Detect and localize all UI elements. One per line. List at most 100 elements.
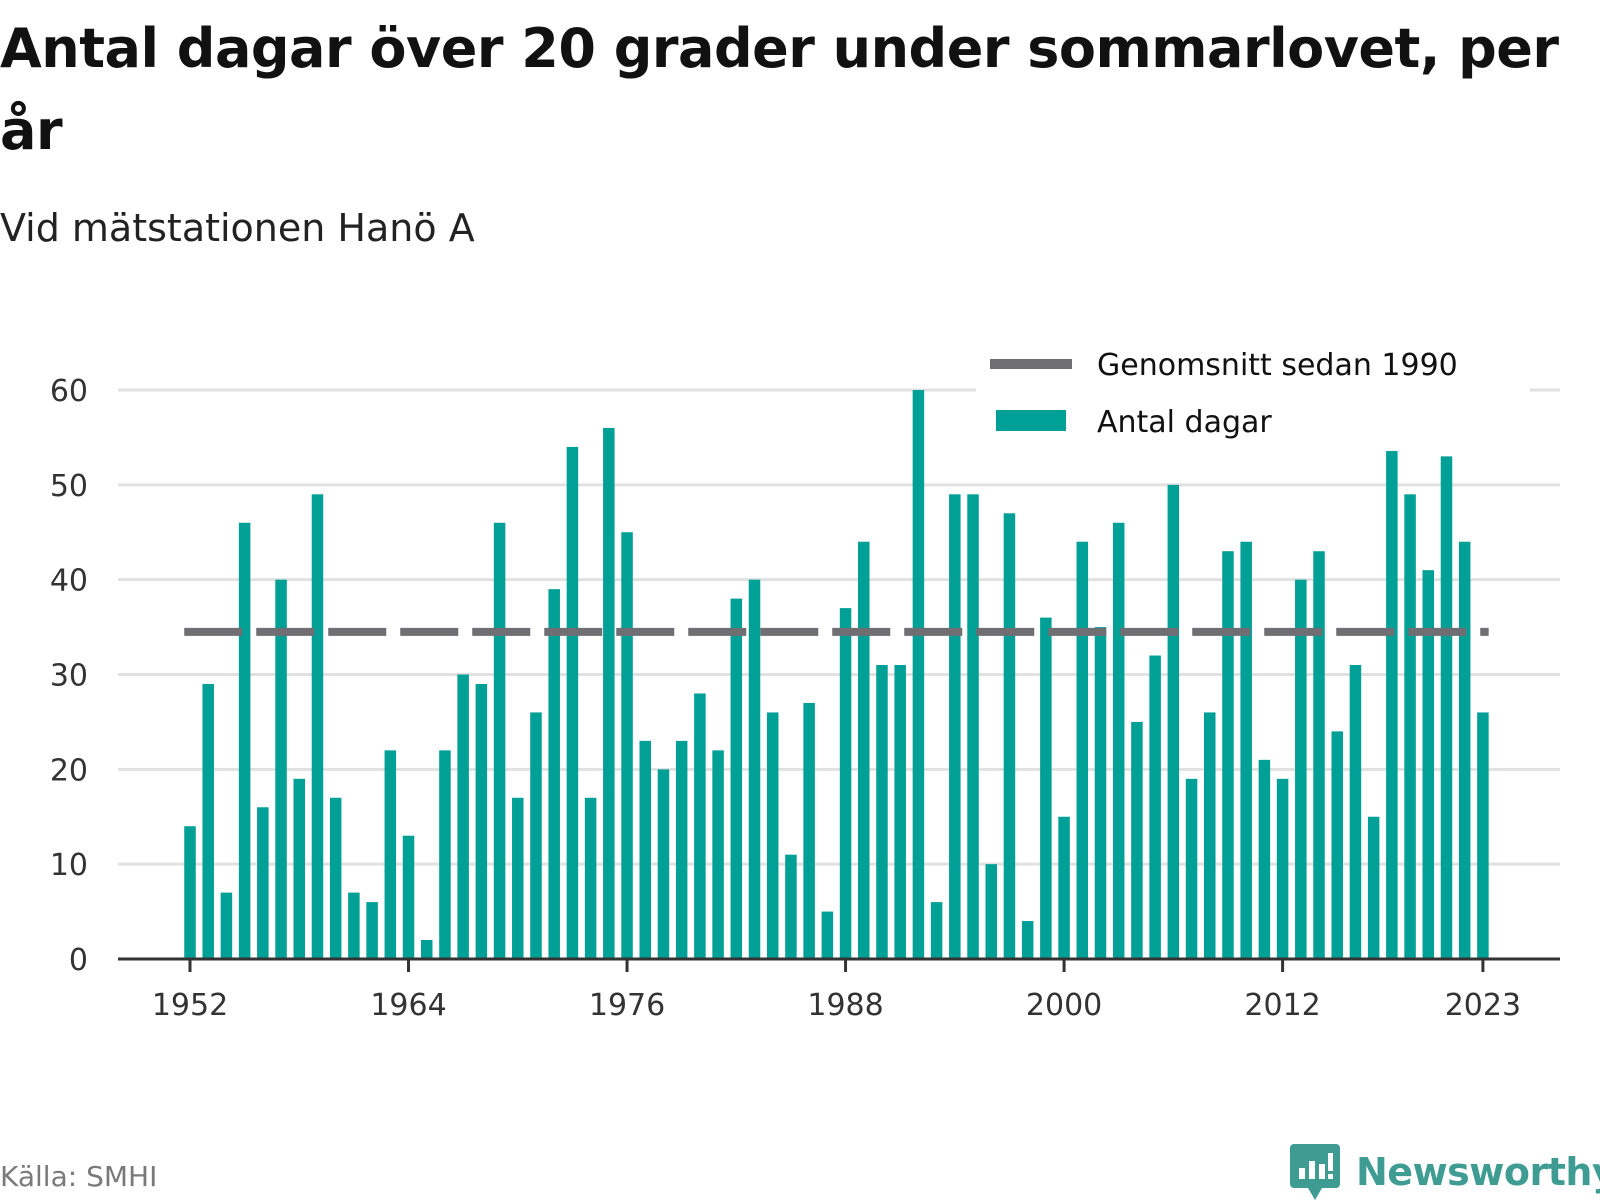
bar [1313,551,1325,959]
bar [603,427,615,959]
bar [439,750,451,959]
bar [967,494,979,959]
x-tick-label: 2012 [1244,988,1320,1023]
bar [1021,921,1034,959]
brand-logo[interactable]: Newsworthy [1290,1140,1600,1204]
bar [748,579,761,959]
bar [1458,541,1471,959]
bar [1276,778,1289,959]
bar [530,712,542,959]
x-tick-label: 1964 [370,988,446,1023]
bar [457,674,469,959]
y-tick-label: 0 [69,943,88,978]
y-tick-label: 20 [50,753,88,788]
bar [766,712,779,959]
bar [1003,513,1016,959]
y-tick-label: 10 [50,848,88,883]
bar [1094,627,1107,959]
newsworthy-logo-icon [1290,1144,1340,1200]
bar [621,532,633,959]
bar [930,902,943,959]
bar [366,902,378,959]
bar [949,494,961,959]
bar [420,940,433,959]
bar [1076,541,1089,959]
legend-label-bars: Antal dagar [1097,405,1272,440]
bar [257,807,269,959]
y-tick-label: 60 [50,374,88,409]
y-tick-label: 30 [50,659,88,694]
bar [858,541,870,959]
bar [1422,570,1435,959]
bar [275,579,287,959]
bar [329,797,342,959]
bar [1058,816,1070,959]
bar [475,683,488,959]
bar [220,892,233,959]
x-tick-label: 1988 [807,988,883,1023]
bar [821,911,834,959]
bar [675,740,688,959]
y-tick-label: 40 [50,564,88,599]
x-tick-label: 1952 [152,988,228,1023]
bar [1222,551,1234,959]
bar [348,892,360,959]
bar [1295,579,1307,959]
bar [657,769,670,959]
legend: Genomsnitt sedan 1990 Antal dagar [976,343,1530,451]
bar [1367,816,1380,959]
bar [202,683,214,959]
bar [1040,617,1052,959]
brand-name: Newsworthy [1356,1150,1600,1194]
bar [238,522,251,959]
bar [1386,408,1398,959]
bar [1240,541,1252,959]
bar [311,494,324,959]
bar [1477,712,1489,959]
bar [1149,655,1161,959]
bars [184,390,1489,959]
bar [639,740,651,959]
bar [1331,731,1343,959]
gridlines [118,388,1560,866]
bar [293,778,306,959]
bar [1258,759,1271,959]
bar [1349,665,1362,959]
bar [1185,778,1198,959]
bar [876,665,888,959]
bar [730,598,743,959]
bar [985,864,997,959]
y-tick-label: 50 [50,469,88,504]
x-tick-label: 2023 [1445,988,1521,1023]
bar [1167,484,1180,959]
bar [584,797,597,959]
bar [1204,712,1216,959]
source-note: Källa: SMHI [0,1160,158,1193]
bar [512,797,524,959]
bar [493,522,506,959]
legend-swatch-bars [996,410,1066,431]
bar [566,446,579,959]
bar [894,665,906,959]
legend-label-average: Genomsnitt sedan 1990 [1097,348,1458,383]
y-axis-labels: 0 10 20 30 40 50 60 [50,374,88,978]
bar [912,390,925,959]
bar [184,826,196,959]
bar [1440,456,1453,959]
bar [1112,522,1125,959]
bar [384,750,397,959]
chart-title: Antal dagar över 20 grader under sommarl… [0,17,1559,162]
bar [1131,721,1143,959]
x-axis: 1952 1964 1976 1988 2000 2012 2023 [118,957,1560,1023]
bar [694,693,706,959]
bar [548,589,560,959]
bar [1404,494,1416,959]
bar [402,835,415,959]
bar [785,854,797,959]
chart-subtitle: Vid mätstationen Hanö A [0,206,475,250]
x-tick-label: 1976 [589,988,665,1023]
bar [803,702,815,959]
x-tick-label: 2000 [1026,988,1102,1023]
bar [712,750,724,959]
